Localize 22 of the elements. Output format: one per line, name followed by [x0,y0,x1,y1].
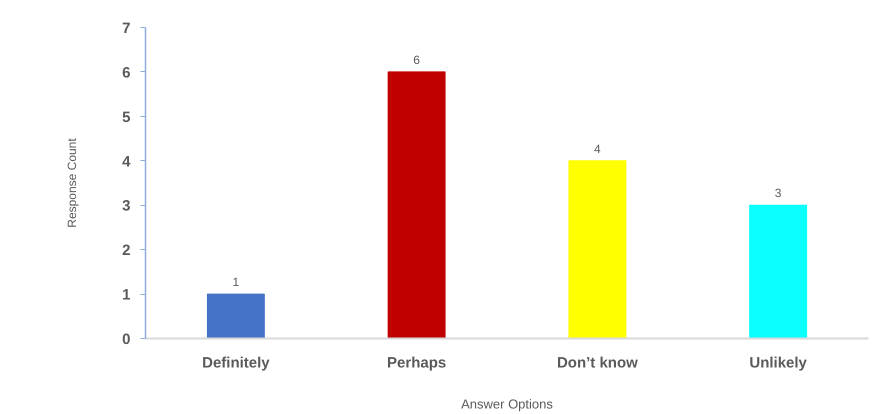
x-tick-label: Definitely [202,354,270,372]
data-label: 4 [594,142,602,156]
y-tick-label: 2 [122,242,130,260]
y-tick-label: 1 [122,286,130,304]
x-axis-title: Answer Options [461,396,554,412]
y-tick-label: 4 [122,153,132,170]
y-tick-label: 3 [122,198,130,215]
bar [388,71,446,338]
bar [206,294,265,338]
y-axis-title: Response Count [65,138,80,228]
y-tick-label: 6 [122,64,130,82]
x-tick-label: Perhaps [387,354,446,372]
bar [568,160,626,338]
bar [749,204,808,338]
x-tick-label: Don’t know [556,354,638,372]
x-tick-label: Unlikely [749,354,808,372]
y-tick-label: 7 [122,20,130,37]
data-label: 6 [413,52,420,67]
data-label: 3 [774,186,782,200]
data-label: 1 [232,275,240,290]
y-tick-label: 0 [122,331,130,348]
y-tick-label: 5 [122,108,130,126]
